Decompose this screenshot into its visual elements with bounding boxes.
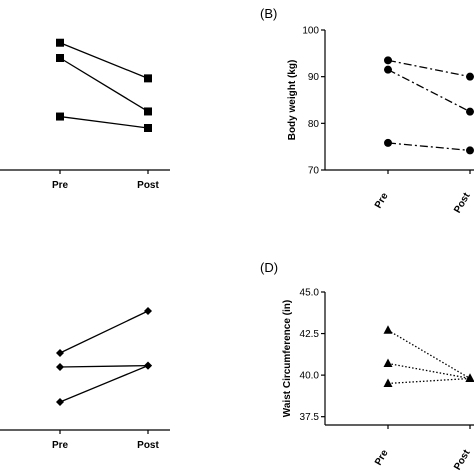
y-tick-label: 40.0	[300, 371, 320, 382]
data-point	[383, 325, 393, 334]
y-axis-title: Waist Circumference (in)	[282, 300, 293, 417]
y-tick-label: 90	[308, 72, 320, 83]
panel-label: (D)	[260, 260, 278, 275]
y-tick-label: 42.5	[300, 329, 320, 340]
data-point	[144, 74, 152, 83]
data-point	[56, 38, 64, 47]
x-tick-label: Pre	[52, 440, 69, 451]
series-line	[387, 59, 471, 78]
data-point	[144, 307, 152, 315]
y-tick-label: 37.5	[300, 412, 320, 423]
data-point	[144, 107, 152, 116]
series-line	[59, 364, 149, 403]
data-point	[465, 373, 474, 382]
data-point	[56, 363, 64, 371]
series-line	[387, 377, 471, 385]
data-point	[466, 146, 474, 155]
x-tick-label: Pre	[52, 180, 69, 191]
data-point	[466, 107, 474, 116]
data-point	[466, 72, 474, 81]
panel-label: (B)	[260, 6, 277, 21]
data-point	[56, 54, 64, 62]
series-line	[387, 142, 471, 152]
x-tick-label: Post	[137, 440, 159, 451]
y-axis-title: Body weight (kg)	[287, 60, 298, 141]
series-line	[387, 329, 471, 380]
data-point	[384, 56, 392, 65]
y-tick-label: 70	[308, 166, 320, 177]
x-tick-label: Post	[452, 447, 473, 472]
data-point	[384, 65, 392, 74]
data-point	[56, 112, 64, 121]
data-point	[56, 349, 64, 357]
y-tick-label: 80	[308, 119, 320, 130]
y-tick-label: 45.0	[300, 288, 320, 299]
series-line	[387, 69, 471, 113]
x-tick-label: Pre	[373, 191, 391, 211]
series-line	[59, 115, 149, 129]
data-point	[144, 124, 152, 132]
series-line	[59, 42, 149, 79]
x-tick-label: Post	[452, 190, 473, 215]
series-line	[59, 57, 149, 113]
series-line	[59, 310, 149, 354]
data-point	[383, 378, 393, 387]
series-line	[59, 364, 149, 368]
data-point	[383, 358, 393, 367]
data-point	[56, 398, 64, 406]
x-tick-label: Post	[137, 180, 159, 191]
x-tick-label: Pre	[373, 448, 391, 468]
data-point	[144, 361, 152, 370]
data-point	[384, 138, 392, 147]
y-tick-label: 100	[302, 26, 319, 37]
